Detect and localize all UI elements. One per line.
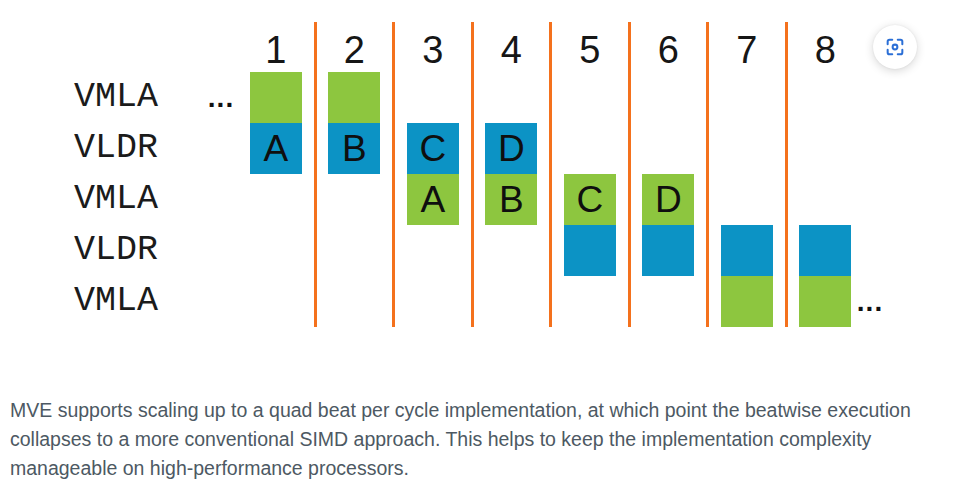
beat-block	[721, 225, 773, 276]
leading-ellipsis: ...	[197, 72, 245, 123]
beatwise-execution-diagram: ... ... 12345678VMLAVLDRVMLAVLDRVMLAABCA…	[0, 0, 975, 380]
instruction-label: VLDR	[74, 123, 158, 174]
beat-block	[721, 276, 773, 327]
expand-image-button[interactable]	[873, 25, 917, 69]
beat-block: D	[642, 174, 694, 225]
instruction-label: VMLA	[74, 276, 158, 327]
cycle-divider-line	[628, 22, 631, 327]
caption-line: MVE supports scaling up to a quad beat p…	[10, 396, 968, 425]
beat-block: A	[250, 123, 302, 174]
cycle-divider-line	[314, 22, 317, 327]
beat-block	[799, 276, 851, 327]
cycle-number: 7	[721, 28, 773, 72]
cycle-number: 1	[250, 28, 302, 72]
beat-block	[250, 72, 302, 123]
page: ... ... 12345678VMLAVLDRVMLAVLDRVMLAABCA…	[0, 0, 975, 503]
cycle-number: 8	[799, 28, 851, 72]
cycle-divider-line	[785, 22, 788, 327]
cycle-divider-line	[471, 22, 474, 327]
beat-block: D	[485, 123, 537, 174]
instruction-label: VMLA	[74, 72, 158, 123]
beat-block: A	[407, 174, 459, 225]
cycle-number: 6	[642, 28, 694, 72]
cycle-divider-line	[392, 22, 395, 327]
focus-scan-icon	[884, 36, 906, 58]
cycle-divider-line	[549, 22, 552, 327]
beat-block	[328, 72, 380, 123]
caption-paragraph: MVE supports scaling up to a quad beat p…	[10, 396, 968, 483]
instruction-label: VLDR	[74, 225, 158, 276]
beat-block	[799, 225, 851, 276]
beat-block	[642, 225, 694, 276]
beat-block: B	[328, 123, 380, 174]
beat-block	[564, 225, 616, 276]
caption-line: collapses to a more conventional SIMD ap…	[10, 425, 968, 454]
cycle-divider-line	[706, 22, 709, 327]
cycle-number: 4	[485, 28, 537, 72]
cycle-number: 2	[328, 28, 380, 72]
cycle-number: 3	[407, 28, 459, 72]
cycle-number: 5	[564, 28, 616, 72]
beat-block: B	[485, 174, 537, 225]
caption-line: manageable on high-performance processor…	[10, 454, 968, 483]
trailing-ellipsis: ...	[846, 276, 894, 327]
instruction-label: VMLA	[74, 174, 158, 225]
beat-block: C	[564, 174, 616, 225]
beat-block: C	[407, 123, 459, 174]
